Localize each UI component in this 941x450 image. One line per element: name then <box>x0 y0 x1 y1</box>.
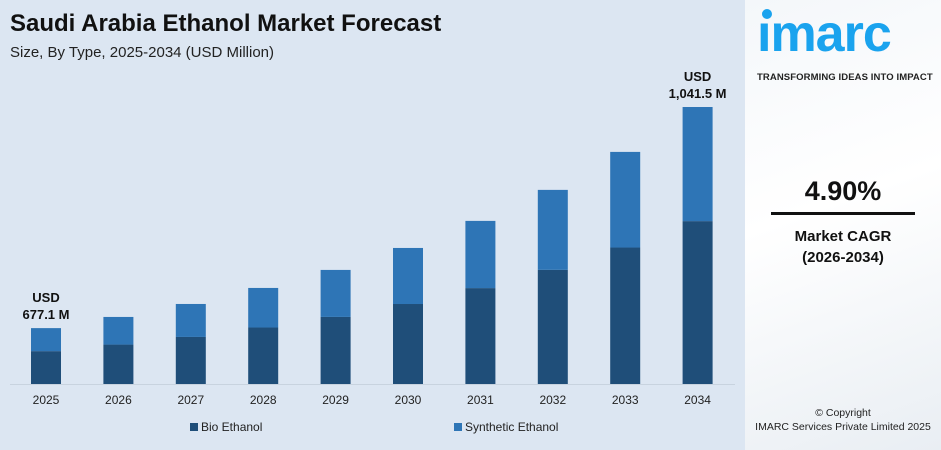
x-tick-label: 2026 <box>105 393 132 407</box>
bar-bio-ethanol-2025 <box>31 351 61 384</box>
x-tick-label: 2031 <box>467 393 494 407</box>
data-label: USD <box>684 69 711 84</box>
bar-synthetic-ethanol-2033 <box>610 151 641 248</box>
legend-swatch <box>454 423 462 431</box>
bar-bio-ethanol-2030 <box>393 304 423 384</box>
bar-synthetic-ethanol-2025 <box>31 328 61 352</box>
logo-dot <box>762 9 772 19</box>
x-tick-label: 2032 <box>539 393 566 407</box>
cagr-value: 4.90% <box>804 176 882 206</box>
x-tick-label: 2028 <box>250 393 277 407</box>
bar-bio-ethanol-2027 <box>175 336 206 384</box>
bar-synthetic-ethanol-2030 <box>393 247 423 305</box>
bar-synthetic-ethanol-2031 <box>465 220 496 289</box>
bar-bio-ethanol-2033 <box>610 247 641 384</box>
legend-swatch <box>190 423 198 431</box>
bar-bio-ethanol-2028 <box>248 327 279 384</box>
bar-synthetic-ethanol-2032 <box>537 189 568 270</box>
data-label: 1,041.5 M <box>669 86 727 101</box>
x-tick-label: 2029 <box>322 393 349 407</box>
bar-bio-ethanol-2032 <box>537 269 568 384</box>
data-label: USD <box>32 290 59 305</box>
imarc-logo: ımarc <box>757 5 892 63</box>
cagr-label: Market CAGR (2026-2034) <box>745 226 941 268</box>
x-tick-label: 2030 <box>395 393 422 407</box>
bar-synthetic-ethanol-2026 <box>103 316 134 345</box>
bar-bio-ethanol-2026 <box>103 344 134 384</box>
side-panel: ımarc TRANSFORMING IDEAS INTO IMPACT 4.9… <box>745 0 941 450</box>
data-label: 677.1 M <box>23 307 70 322</box>
cagr-label-text: Market CAGR <box>794 228 892 245</box>
bar-bio-ethanol-2029 <box>320 316 351 384</box>
bar-synthetic-ethanol-2034 <box>682 107 713 222</box>
tagline: TRANSFORMING IDEAS INTO IMPACT <box>757 72 933 83</box>
copyright-text: © Copyright <box>815 407 871 419</box>
chart-title: Saudi Arabia Ethanol Market Forecast <box>10 10 442 37</box>
copyright: © Copyright IMARC Services Private Limit… <box>745 406 941 434</box>
divider <box>771 212 915 215</box>
bar-bio-ethanol-2031 <box>465 288 496 384</box>
legend-label: Synthetic Ethanol <box>465 420 558 434</box>
company-name: IMARC Services Private Limited 2025 <box>755 421 931 433</box>
x-tick-label: 2033 <box>612 393 639 407</box>
chart-subtitle: Size, By Type, 2025-2034 (USD Million) <box>10 44 275 61</box>
x-tick-label: 2027 <box>177 393 204 407</box>
bar-synthetic-ethanol-2027 <box>175 303 206 337</box>
stacked-bar-chart: 2025 2026 2027 2028 2029 2030 2031 2032 2033 2034… <box>10 69 735 434</box>
bar-synthetic-ethanol-2028 <box>248 287 279 328</box>
cagr-period: (2026-2034) <box>802 249 884 266</box>
bar-synthetic-ethanol-2029 <box>320 269 351 317</box>
bar-bio-ethanol-2034 <box>682 221 713 384</box>
legend-label: Bio Ethanol <box>201 420 262 434</box>
x-tick-label: 2025 <box>33 393 60 407</box>
x-tick-label: 2034 <box>684 393 711 407</box>
